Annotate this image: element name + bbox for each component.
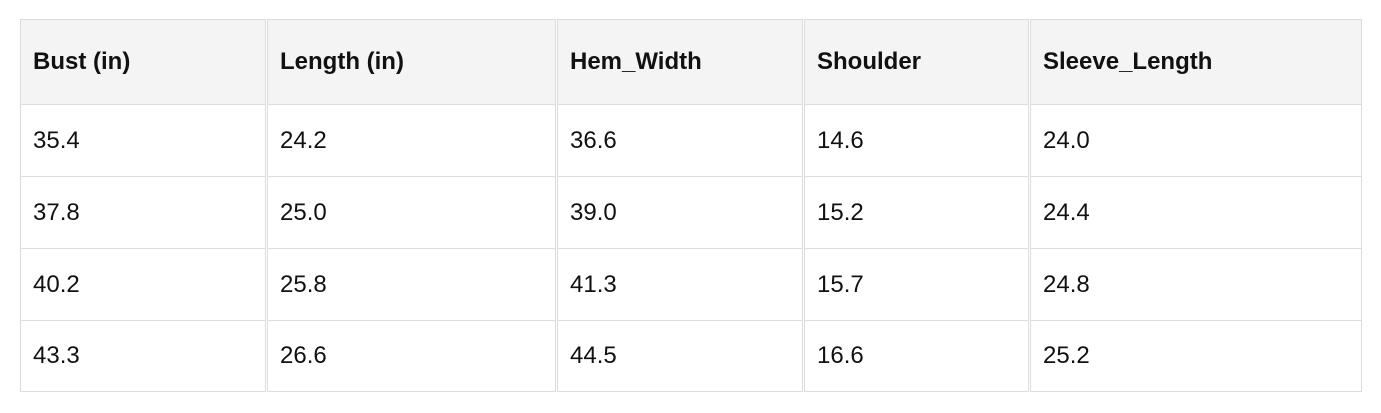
header-length: Length (in) (267, 19, 556, 104)
size-chart-table: Bust (in) Length (in) Hem_Width Shoulder… (19, 19, 1363, 392)
cell: 16.6 (804, 320, 1029, 392)
header-bust: Bust (in) (20, 19, 266, 104)
cell: 25.8 (267, 248, 556, 320)
cell: 15.2 (804, 176, 1029, 248)
table-row: 43.3 26.6 44.5 16.6 25.2 (20, 320, 1362, 392)
cell: 24.2 (267, 104, 556, 176)
cell: 24.8 (1030, 248, 1362, 320)
cell: 39.0 (557, 176, 803, 248)
cell: 24.0 (1030, 104, 1362, 176)
cell: 44.5 (557, 320, 803, 392)
header-hem-width: Hem_Width (557, 19, 803, 104)
cell: 37.8 (20, 176, 266, 248)
cell: 25.2 (1030, 320, 1362, 392)
cell: 26.6 (267, 320, 556, 392)
cell: 15.7 (804, 248, 1029, 320)
cell: 40.2 (20, 248, 266, 320)
table-row: 35.4 24.2 36.6 14.6 24.0 (20, 104, 1362, 176)
table-row: 40.2 25.8 41.3 15.7 24.8 (20, 248, 1362, 320)
cell: 43.3 (20, 320, 266, 392)
cell: 36.6 (557, 104, 803, 176)
cell: 24.4 (1030, 176, 1362, 248)
cell: 41.3 (557, 248, 803, 320)
header-sleeve-length: Sleeve_Length (1030, 19, 1362, 104)
cell: 25.0 (267, 176, 556, 248)
header-shoulder: Shoulder (804, 19, 1029, 104)
header-row: Bust (in) Length (in) Hem_Width Shoulder… (20, 19, 1362, 104)
cell: 14.6 (804, 104, 1029, 176)
cell: 35.4 (20, 104, 266, 176)
table-row: 37.8 25.0 39.0 15.2 24.4 (20, 176, 1362, 248)
